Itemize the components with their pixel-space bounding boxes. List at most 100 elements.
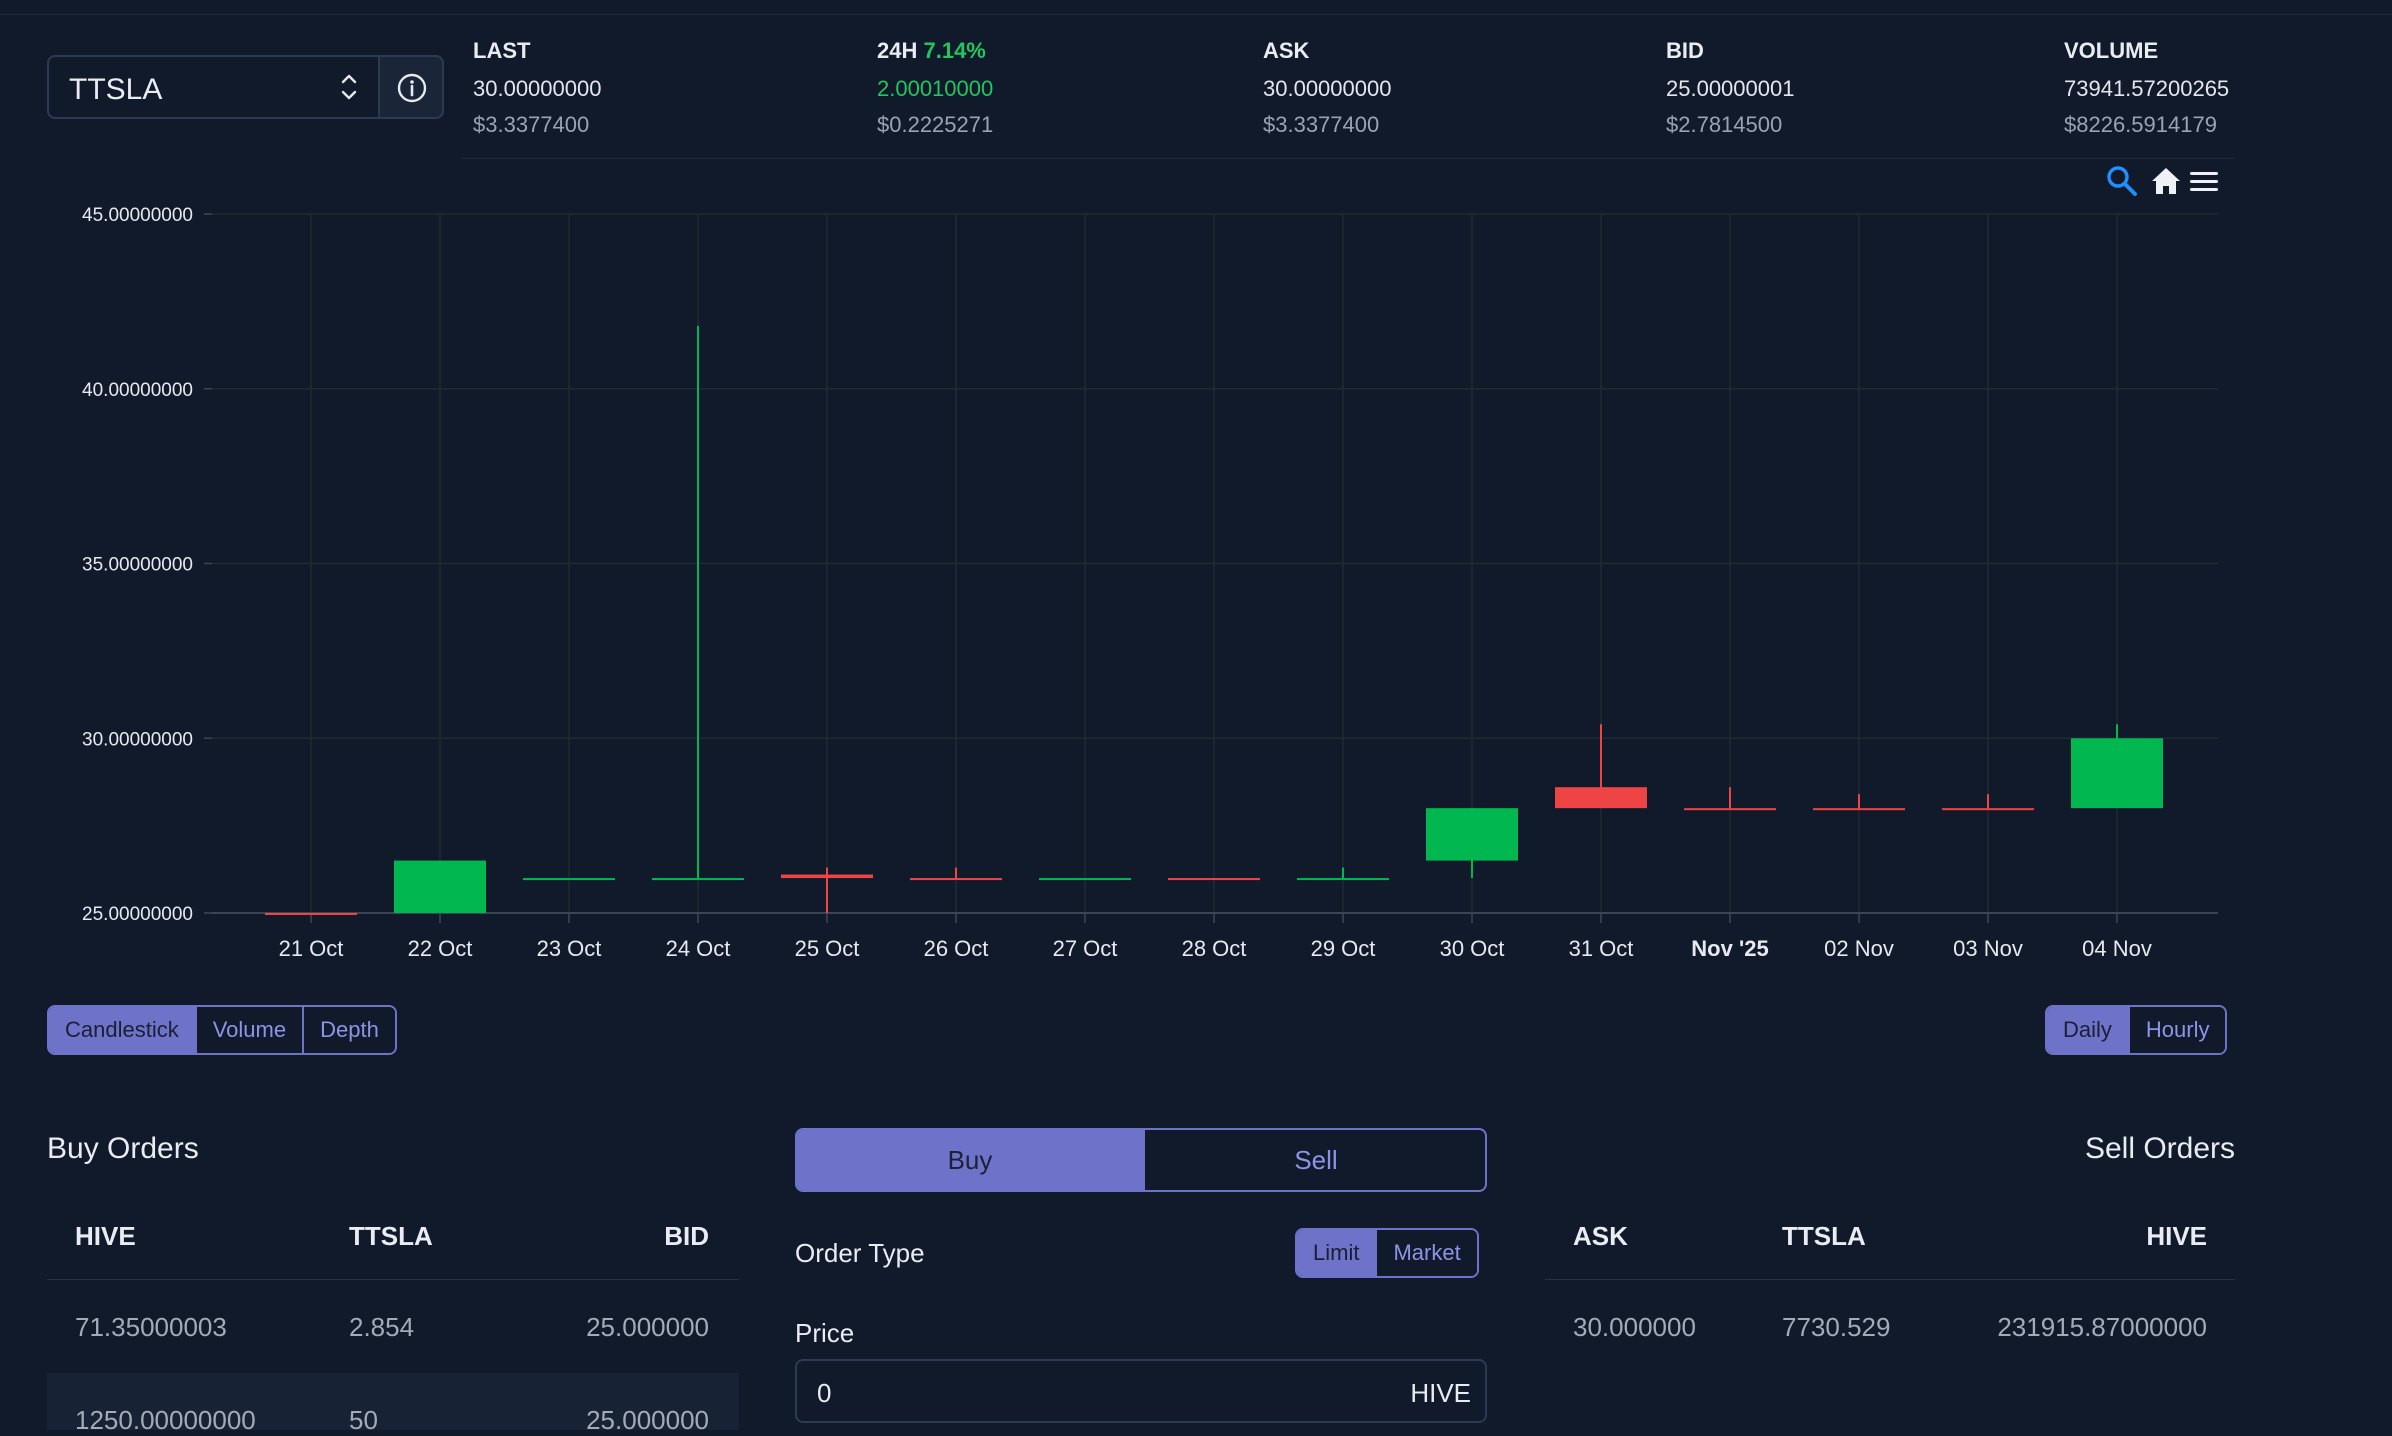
home-icon[interactable] xyxy=(2150,164,2182,198)
price-label: Price xyxy=(795,1318,855,1348)
order-type-limit[interactable]: Limit xyxy=(1297,1230,1376,1276)
buy-order-hive: 71.35000003 xyxy=(75,1312,227,1342)
x-tick-label: 21 Oct xyxy=(279,936,344,961)
sell-orders-header-hive: HIVE xyxy=(2146,1221,2207,1251)
info-icon xyxy=(397,73,427,103)
candle-body xyxy=(781,874,873,879)
candle-body xyxy=(1297,878,1389,881)
candle-body xyxy=(1555,787,1647,809)
stat-bid-label: BID xyxy=(1666,38,1704,63)
x-tick-label: 22 Oct xyxy=(408,936,473,961)
stats-divider xyxy=(461,158,2235,159)
buy-order-bid: 25.000000 xyxy=(586,1312,709,1342)
sell-tab[interactable]: Sell xyxy=(1143,1130,1485,1190)
candle-body xyxy=(1426,808,1518,861)
sell-orders-title: Sell Orders xyxy=(2084,1132,2235,1165)
x-tick-label: 04 Nov xyxy=(2082,936,2152,961)
table-row[interactable]: 1250.00000000 50 25.000000 xyxy=(47,1373,739,1435)
chart-type-depth[interactable]: Depth xyxy=(302,1007,395,1053)
candle-body xyxy=(265,913,357,915)
candle-body xyxy=(910,878,1002,881)
buy-orders-title: Buy Orders xyxy=(47,1132,199,1165)
y-tick-label: 45.00000000 xyxy=(82,205,193,226)
stat-bid-usd: $2.7814500 xyxy=(1666,112,1783,137)
stat-24h-usd: $0.2225271 xyxy=(877,112,994,137)
menu-icon[interactable] xyxy=(2188,164,2220,198)
candle-body xyxy=(523,878,615,881)
x-tick-label: Nov '25 xyxy=(1691,936,1768,961)
chevron-up-down-icon xyxy=(341,74,357,100)
price-input-value: 0 xyxy=(817,1378,832,1408)
x-tick-label: 30 Oct xyxy=(1440,936,1505,961)
x-tick-label: 27 Oct xyxy=(1053,936,1118,961)
buy-orders-header-ttsla: TTSLA xyxy=(349,1221,433,1251)
candle-body xyxy=(2071,738,2163,809)
x-tick-label: 02 Nov xyxy=(1824,936,1894,961)
buy-order-hive: 1250.00000000 xyxy=(75,1405,256,1435)
price-unit: HIVE xyxy=(1410,1378,1471,1408)
stat-last-usd: $3.3377400 xyxy=(473,112,590,137)
candle-body xyxy=(394,860,486,913)
interval-toggle: Daily Hourly xyxy=(2045,1005,2228,1055)
stat-ask-label: ASK xyxy=(1263,38,1310,63)
x-tick-label: 29 Oct xyxy=(1311,936,1376,961)
chart-type-toggle: Candlestick Volume Depth xyxy=(47,1005,397,1055)
x-tick-label: 25 Oct xyxy=(795,936,860,961)
interval-daily[interactable]: Daily xyxy=(2047,1007,2128,1053)
sell-orders-divider xyxy=(1545,1279,2235,1280)
y-tick-label: 35.00000000 xyxy=(82,555,193,576)
candle-body xyxy=(652,878,744,881)
stat-ask: ASK 30.00000000 $3.3377400 xyxy=(1263,38,1391,138)
buy-order-ttsla: 50 xyxy=(349,1405,378,1435)
buy-orders-header-hive: HIVE xyxy=(75,1221,136,1251)
stat-last-value: 30.00000000 xyxy=(473,76,602,101)
buy-tab[interactable]: Buy xyxy=(797,1130,1143,1190)
stat-24h-label: 24H xyxy=(877,38,918,63)
stat-24h: 24H 7.14% 2.00010000 $0.2225271 xyxy=(877,38,993,138)
market-select-value: TTSLA xyxy=(69,73,163,106)
stat-last-label: LAST xyxy=(473,38,531,63)
chart-type-candlestick[interactable]: Candlestick xyxy=(49,1007,195,1053)
stat-volume-value: 73941.57200265 xyxy=(2064,76,2230,101)
market-info-button[interactable] xyxy=(378,55,444,119)
candle-body xyxy=(1942,808,2034,811)
stat-ask-value: 30.00000000 xyxy=(1263,76,1392,101)
x-tick-label: 23 Oct xyxy=(537,936,602,961)
buy-order-bid: 25.000000 xyxy=(586,1405,709,1435)
buy-orders-divider xyxy=(47,1279,739,1280)
x-tick-label: 28 Oct xyxy=(1182,936,1247,961)
candle-body xyxy=(1039,878,1131,881)
y-tick-label: 40.00000000 xyxy=(82,380,193,401)
stat-24h-percent: 7.14% xyxy=(923,38,986,63)
price-input[interactable]: 0 HIVE xyxy=(795,1359,1487,1423)
x-tick-label: 24 Oct xyxy=(666,936,731,961)
stat-24h-value: 2.00010000 xyxy=(877,76,994,101)
y-tick-label: 25.00000000 xyxy=(82,904,193,925)
x-tick-label: 03 Nov xyxy=(1953,936,2023,961)
candlestick-chart[interactable]: 45.00000000 40.00000000 35.00000000 30.0000… xyxy=(0,160,2240,980)
zoom-icon[interactable] xyxy=(2105,164,2139,198)
sell-order-hive: 231915.87000000 xyxy=(1997,1312,2207,1342)
stat-bid: BID 25.00000001 $2.7814500 xyxy=(1666,38,1794,138)
chart-type-volume[interactable]: Volume xyxy=(194,1007,303,1053)
stat-last: LAST 30.00000000 $3.3377400 xyxy=(473,38,601,138)
x-tick-label: 31 Oct xyxy=(1569,936,1634,961)
candle-body xyxy=(1684,808,1776,811)
stat-bid-value: 25.00000001 xyxy=(1666,76,1795,101)
candle-body xyxy=(1813,808,1905,811)
stat-ask-usd: $3.3377400 xyxy=(1263,112,1380,137)
buy-sell-toggle: Buy Sell xyxy=(795,1128,1487,1192)
top-divider xyxy=(0,14,2392,15)
candle-body xyxy=(1168,878,1260,881)
stat-volume-usd: $8226.5914179 xyxy=(2064,112,2217,137)
stat-volume-label: VOLUME xyxy=(2064,38,2159,63)
order-type-label: Order Type xyxy=(795,1238,925,1268)
sell-order-ttsla: 7730.529 xyxy=(1782,1312,1891,1342)
interval-hourly[interactable]: Hourly xyxy=(2127,1007,2226,1053)
market-select[interactable]: TTSLA xyxy=(47,55,380,119)
sell-orders-header-ask: ASK xyxy=(1573,1221,1628,1251)
y-tick-label: 30.00000000 xyxy=(82,729,193,750)
x-tick-label: 26 Oct xyxy=(924,936,989,961)
order-type-market[interactable]: Market xyxy=(1375,1230,1477,1276)
order-type-toggle: Limit Market xyxy=(1295,1228,1479,1278)
